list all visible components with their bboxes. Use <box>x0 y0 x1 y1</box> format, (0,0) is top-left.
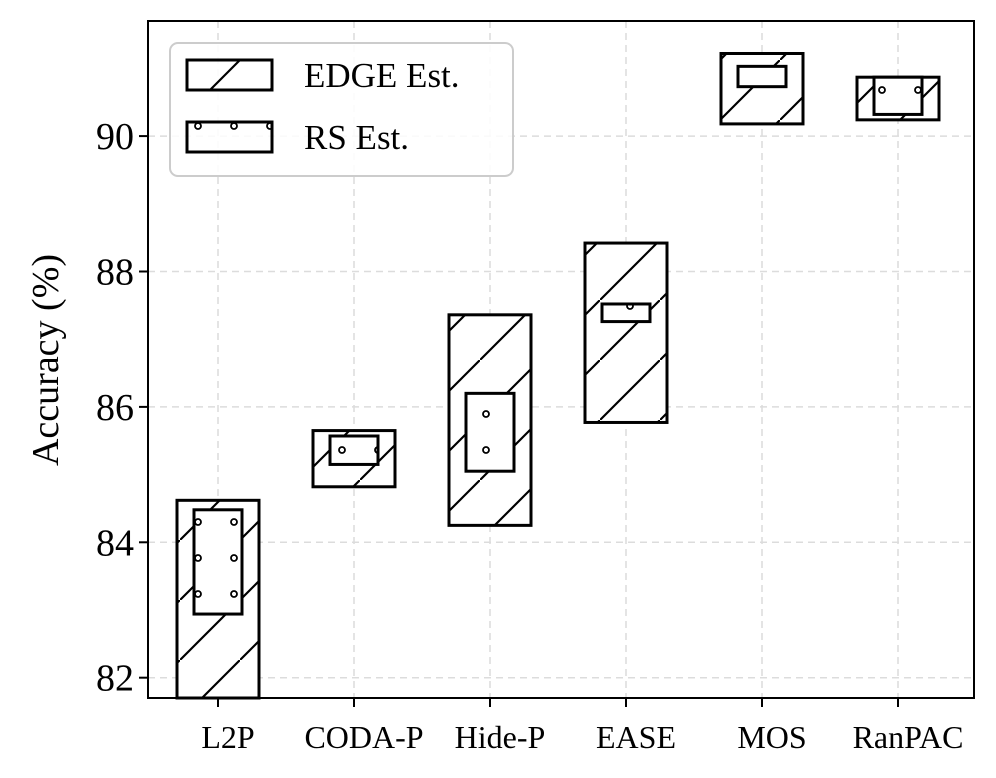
x-tick-label: EASE <box>596 719 676 755</box>
legend-swatch <box>185 120 274 154</box>
plot-frame <box>147 20 975 699</box>
x-tick-label: RanPAC <box>853 719 964 755</box>
rs-box-ranpac <box>872 75 924 116</box>
legend: EDGE Est. RS Est. <box>169 42 514 177</box>
rs-box-coda-p <box>328 434 380 466</box>
x-tick-label: Hide-P <box>455 719 546 755</box>
legend-swatch <box>185 58 274 92</box>
rs-box-hide-p <box>464 391 516 473</box>
edge-box-ease <box>583 241 669 424</box>
rs-box-ease <box>600 302 652 324</box>
y-axis: 82 84 86 88 90 <box>96 116 148 700</box>
rs-box-mos <box>736 64 788 89</box>
legend-label: RS Est. <box>304 118 409 157</box>
boxes <box>175 51 941 700</box>
x-axis: L2P CODA-P Hide-P EASE MOS RanPAC <box>201 698 963 755</box>
legend-label: EDGE Est. <box>304 56 460 95</box>
x-tick-label: MOS <box>737 719 806 755</box>
y-tick-label: 84 <box>96 522 134 564</box>
y-tick-label: 82 <box>96 658 134 700</box>
y-tick-label: 86 <box>96 387 134 429</box>
rs-box-l2p <box>192 508 244 616</box>
edge-box-mos <box>719 51 805 126</box>
x-tick-label: L2P <box>201 719 254 755</box>
y-tick-label: 90 <box>96 116 134 158</box>
y-tick-label: 88 <box>96 251 134 293</box>
x-tick-label: CODA-P <box>304 719 423 755</box>
y-axis-label: Accuracy (%) <box>25 254 67 466</box>
